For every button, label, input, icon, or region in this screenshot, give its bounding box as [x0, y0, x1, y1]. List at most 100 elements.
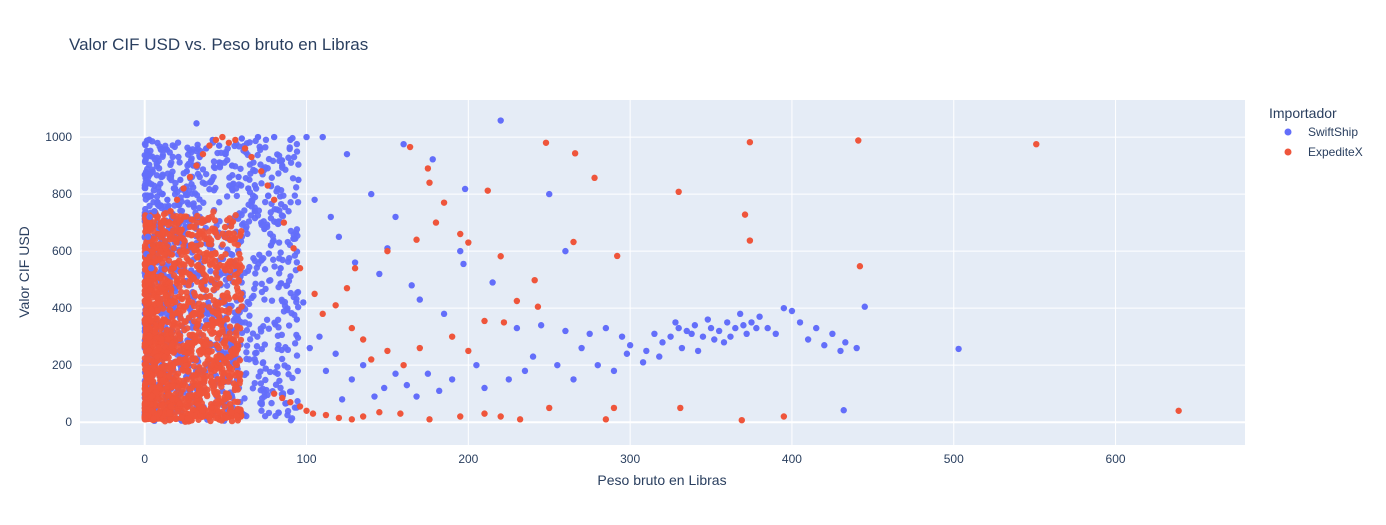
point-swiftship[interactable]	[177, 176, 184, 184]
point-swiftship[interactable]	[245, 185, 252, 192]
point-swiftship[interactable]	[861, 303, 868, 310]
point-expeditex[interactable]	[199, 150, 207, 158]
point-expeditex[interactable]	[746, 237, 754, 244]
point-swiftship[interactable]	[694, 347, 702, 355]
point-swiftship[interactable]	[748, 319, 755, 326]
point-swiftship[interactable]	[283, 282, 291, 289]
point-expeditex[interactable]	[500, 319, 508, 326]
point-swiftship[interactable]	[371, 393, 378, 400]
point-swiftship[interactable]	[513, 324, 521, 332]
point-expeditex[interactable]	[1033, 140, 1040, 148]
point-expeditex[interactable]	[309, 410, 317, 417]
point-expeditex[interactable]	[397, 410, 404, 417]
point-swiftship[interactable]	[413, 393, 420, 400]
point-swiftship[interactable]	[270, 133, 278, 141]
point-swiftship[interactable]	[306, 344, 313, 352]
point-swiftship[interactable]	[796, 319, 804, 326]
point-swiftship[interactable]	[400, 140, 407, 148]
point-swiftship[interactable]	[460, 260, 467, 268]
point-swiftship[interactable]	[436, 387, 443, 395]
point-swiftship[interactable]	[144, 233, 152, 241]
point-swiftship[interactable]	[251, 207, 258, 215]
point-swiftship[interactable]	[594, 361, 601, 369]
point-swiftship[interactable]	[392, 213, 399, 221]
point-swiftship[interactable]	[756, 313, 763, 320]
point-expeditex[interactable]	[513, 297, 521, 305]
point-swiftship[interactable]	[416, 296, 423, 303]
point-swiftship[interactable]	[429, 156, 436, 163]
point-expeditex[interactable]	[546, 404, 553, 412]
point-swiftship[interactable]	[322, 367, 330, 375]
point-swiftship[interactable]	[618, 333, 626, 340]
point-swiftship[interactable]	[546, 190, 553, 198]
point-swiftship[interactable]	[715, 327, 723, 335]
point-expeditex[interactable]	[348, 416, 356, 423]
point-swiftship[interactable]	[157, 202, 165, 209]
point-swiftship[interactable]	[736, 310, 744, 318]
point-expeditex[interactable]	[232, 136, 239, 144]
point-expeditex[interactable]	[400, 361, 407, 369]
point-swiftship[interactable]	[562, 247, 569, 255]
point-expeditex[interactable]	[270, 390, 278, 397]
point-expeditex[interactable]	[186, 173, 194, 181]
point-swiftship[interactable]	[740, 322, 747, 329]
point-swiftship[interactable]	[277, 265, 284, 272]
point-expeditex[interactable]	[481, 410, 488, 417]
point-swiftship[interactable]	[639, 359, 647, 366]
point-swiftship[interactable]	[707, 324, 715, 332]
point-expeditex[interactable]	[746, 138, 754, 146]
point-expeditex[interactable]	[296, 403, 304, 410]
point-expeditex[interactable]	[457, 413, 464, 420]
point-expeditex[interactable]	[384, 247, 391, 255]
point-swiftship[interactable]	[448, 376, 456, 383]
point-swiftship[interactable]	[602, 324, 610, 332]
point-expeditex[interactable]	[280, 219, 288, 226]
plot-area[interactable]	[80, 100, 1245, 445]
point-swiftship[interactable]	[813, 324, 820, 332]
point-swiftship[interactable]	[626, 342, 634, 349]
point-expeditex[interactable]	[741, 211, 749, 218]
point-swiftship[interactable]	[497, 117, 504, 124]
point-swiftship[interactable]	[287, 136, 294, 144]
point-expeditex[interactable]	[591, 174, 598, 182]
point-swiftship[interactable]	[505, 376, 512, 383]
point-expeditex[interactable]	[432, 219, 440, 226]
point-swiftship[interactable]	[457, 247, 464, 255]
point-expeditex[interactable]	[303, 407, 310, 414]
point-expeditex[interactable]	[173, 196, 181, 203]
point-swiftship[interactable]	[368, 190, 375, 198]
point-swiftship[interactable]	[376, 270, 383, 278]
point-swiftship[interactable]	[343, 150, 351, 158]
point-expeditex[interactable]	[376, 409, 383, 416]
point-swiftship[interactable]	[562, 327, 569, 335]
point-swiftship[interactable]	[683, 327, 690, 335]
point-swiftship[interactable]	[440, 310, 448, 318]
point-swiftship[interactable]	[489, 279, 496, 286]
point-expeditex[interactable]	[241, 145, 249, 152]
point-expeditex[interactable]	[677, 404, 684, 412]
point-expeditex[interactable]	[531, 276, 538, 284]
point-swiftship[interactable]	[842, 339, 849, 346]
point-expeditex[interactable]	[406, 143, 414, 151]
point-expeditex[interactable]	[311, 290, 318, 298]
point-swiftship[interactable]	[408, 282, 415, 289]
point-swiftship[interactable]	[586, 330, 593, 338]
point-swiftship[interactable]	[338, 396, 346, 403]
point-swiftship[interactable]	[359, 361, 367, 369]
point-swiftship[interactable]	[727, 333, 734, 340]
point-expeditex[interactable]	[542, 139, 550, 146]
point-swiftship[interactable]	[327, 213, 334, 221]
point-swiftship[interactable]	[788, 307, 796, 315]
point-swiftship[interactable]	[424, 370, 432, 377]
point-expeditex[interactable]	[248, 153, 255, 161]
point-swiftship[interactable]	[829, 330, 836, 338]
point-expeditex[interactable]	[225, 139, 233, 146]
point-swiftship[interactable]	[688, 330, 695, 338]
point-swiftship[interactable]	[351, 259, 359, 266]
point-swiftship[interactable]	[146, 213, 153, 221]
point-swiftship[interactable]	[238, 135, 246, 142]
point-expeditex[interactable]	[343, 284, 351, 292]
point-expeditex[interactable]	[424, 165, 432, 172]
point-swiftship[interactable]	[732, 324, 739, 332]
point-expeditex[interactable]	[279, 394, 286, 402]
